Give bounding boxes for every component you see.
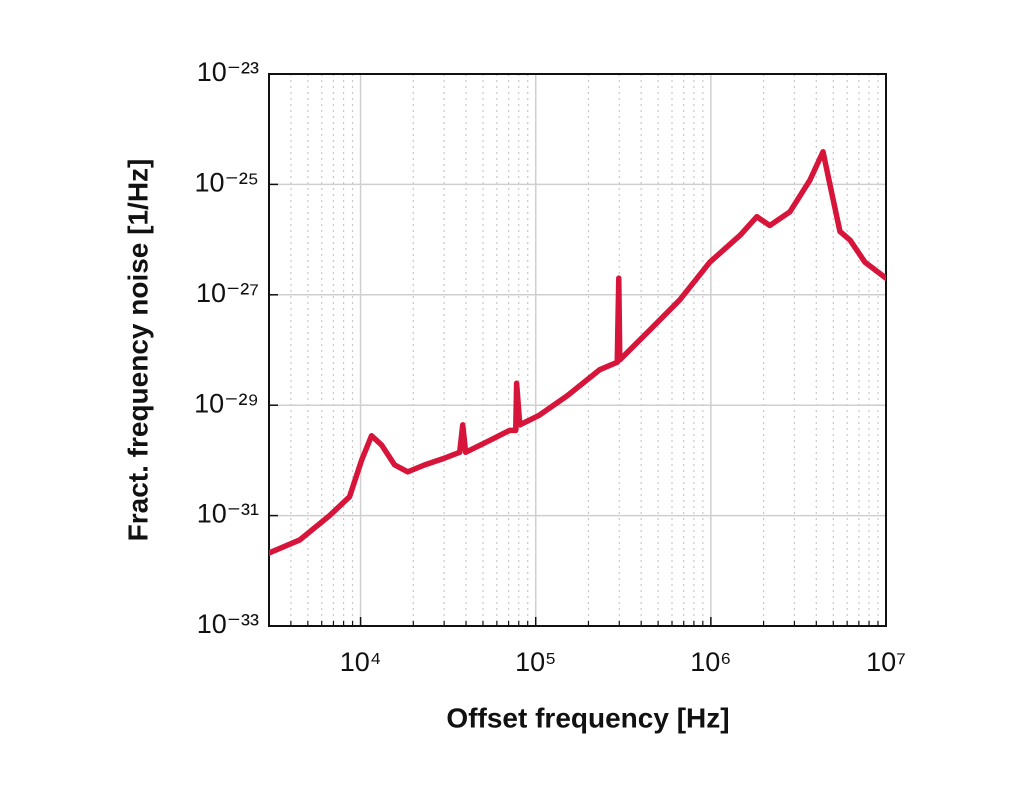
y-tick-label: 10⁻²⁵ xyxy=(195,168,259,198)
x-tick-label: 10⁵ xyxy=(515,647,556,677)
x-tick-label: 10⁶ xyxy=(690,647,731,677)
plot-frame xyxy=(268,73,887,627)
x-axis-title: Offset frequency [Hz] xyxy=(446,702,729,733)
y-axis-title: Fract. frequency noise [1/Hz] xyxy=(122,159,153,542)
y-tick-label: 10⁻²⁷ xyxy=(196,278,259,308)
y-tick-label: 10⁻³³ xyxy=(197,609,259,639)
y-tick-label: 10⁻²³ xyxy=(197,57,259,87)
y-tick-label: 10⁻³¹ xyxy=(197,499,259,529)
data-line xyxy=(269,149,886,556)
x-tick-label: 10⁴ xyxy=(340,647,382,677)
x-tick-label: 10⁷ xyxy=(866,647,906,677)
y-tick-label: 10⁻²⁹ xyxy=(194,388,259,418)
